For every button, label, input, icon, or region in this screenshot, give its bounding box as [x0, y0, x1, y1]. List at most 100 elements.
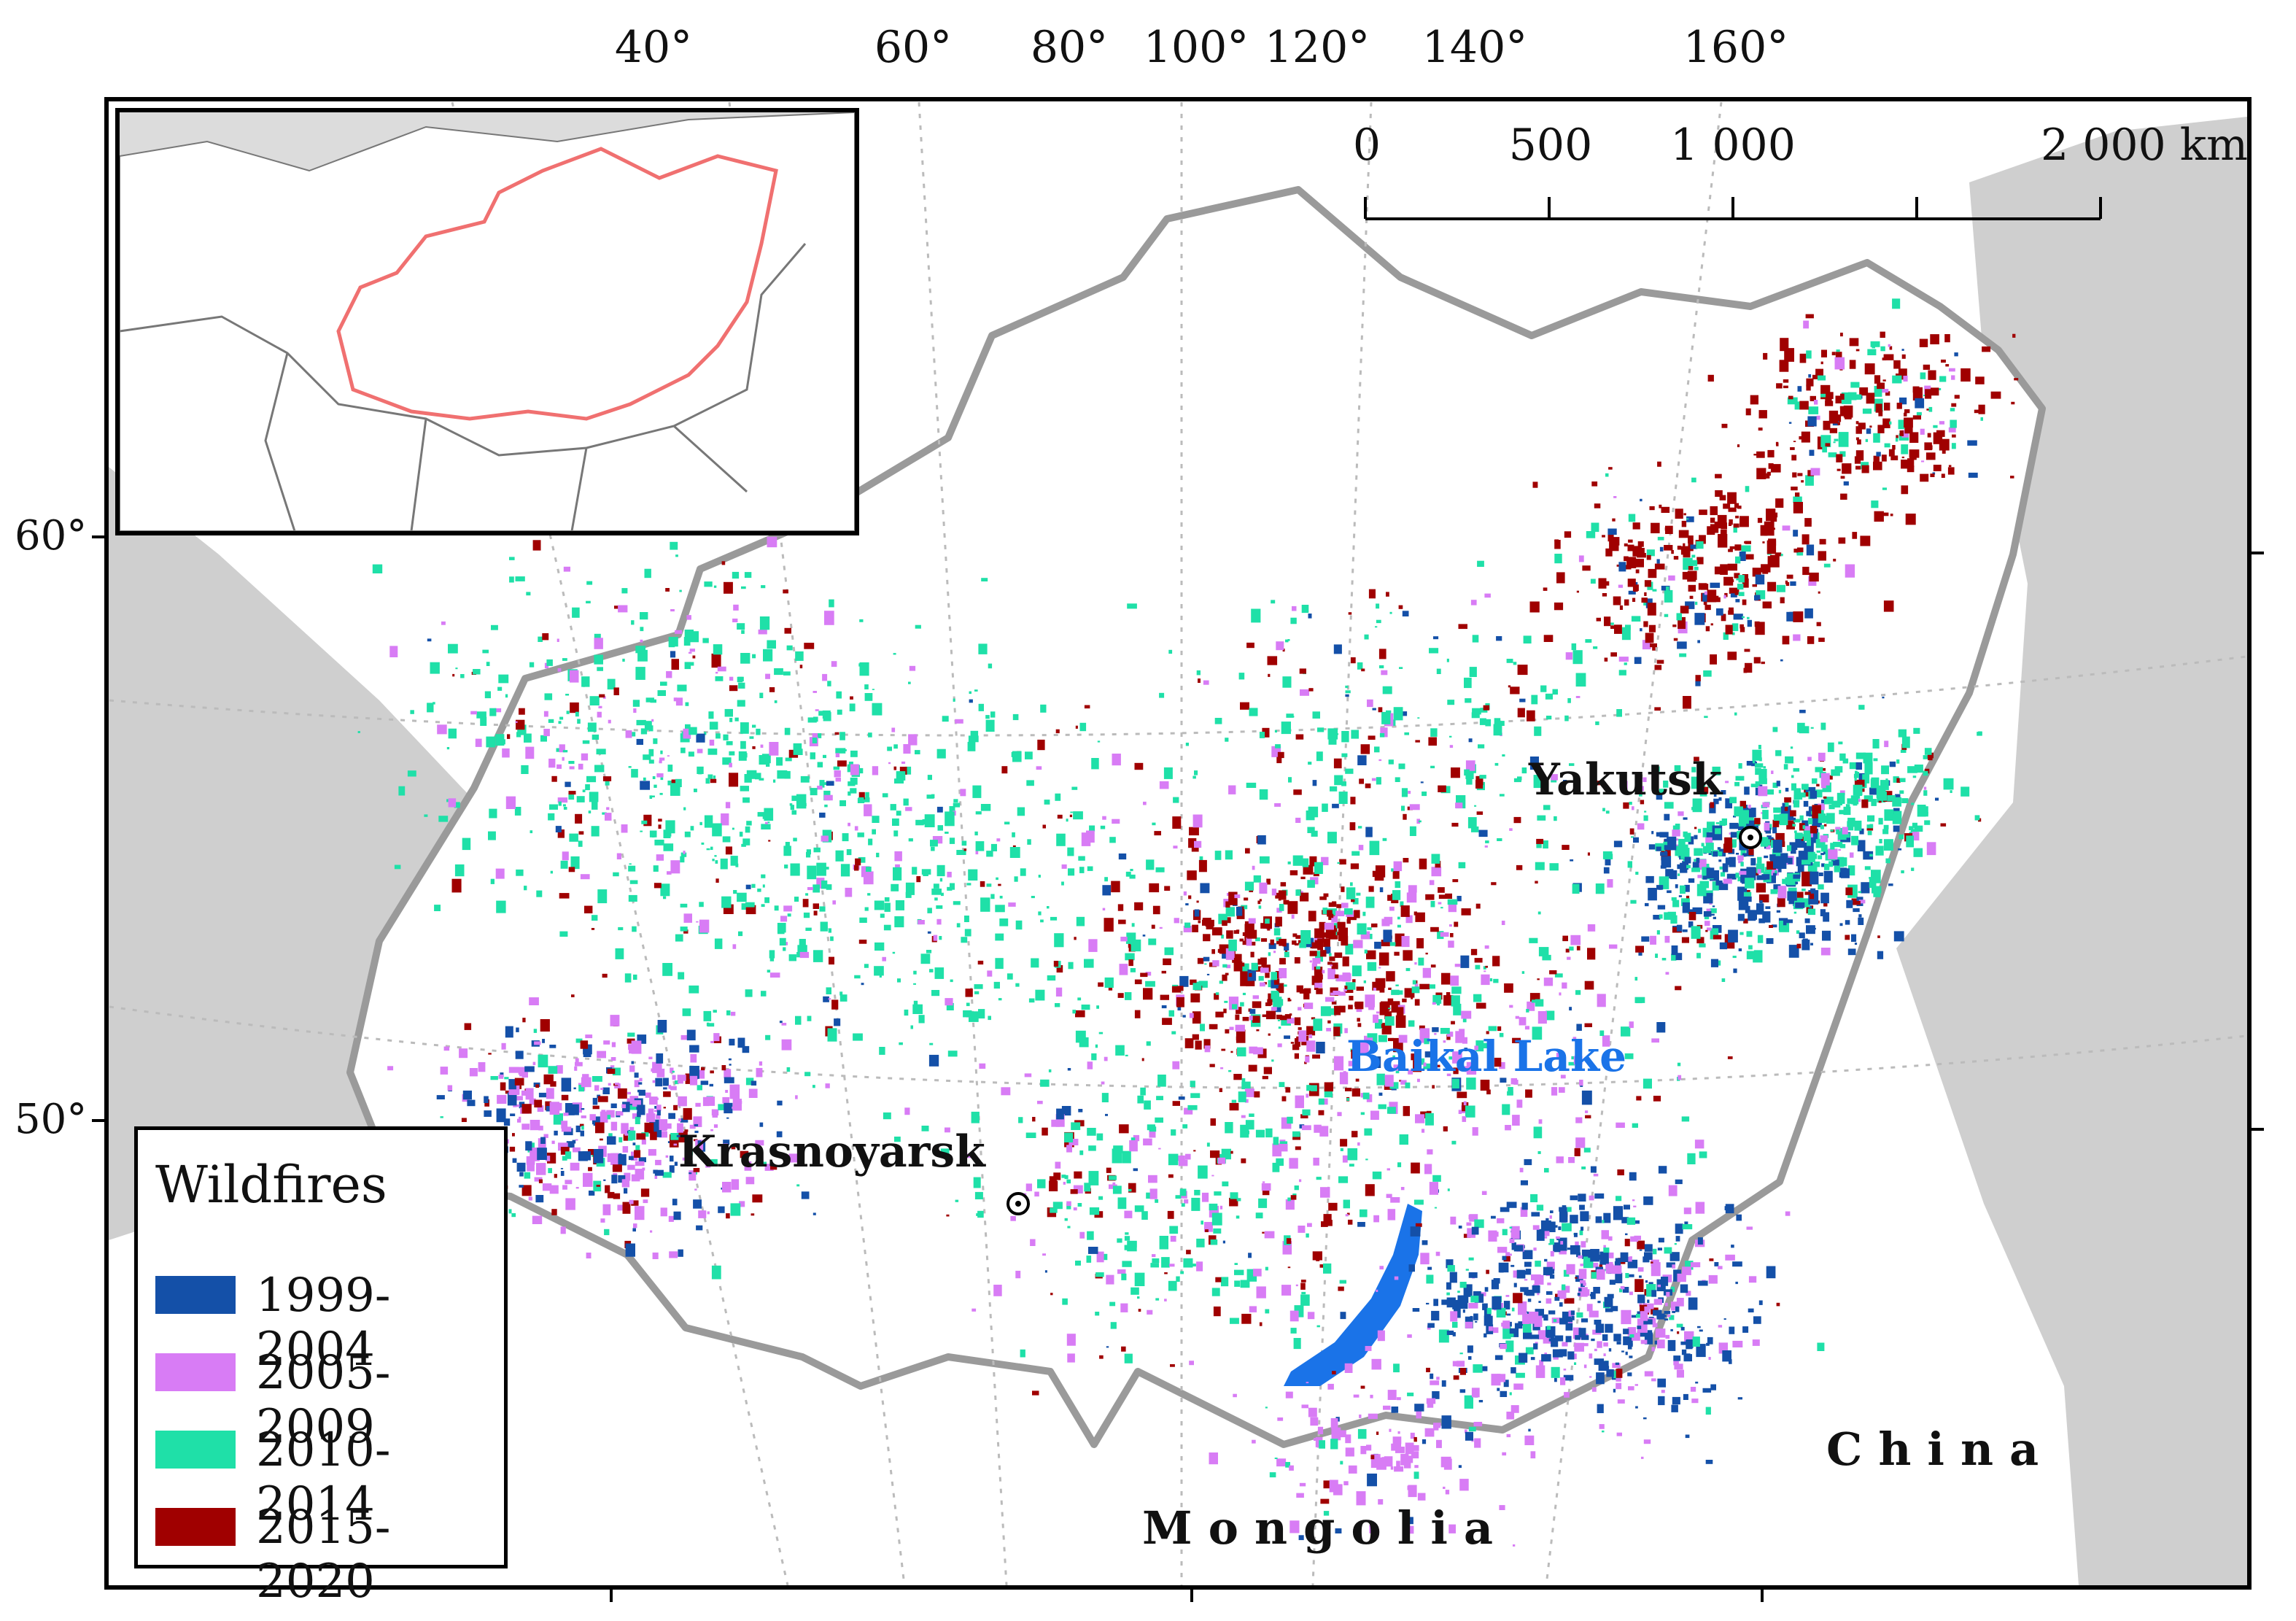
wildfire-patch	[1168, 649, 1173, 654]
wildfire-patch	[1143, 801, 1147, 805]
wildfire-patch	[1464, 1066, 1472, 1072]
wildfire-patch	[1461, 908, 1471, 916]
wildfire-patch	[955, 719, 963, 724]
wildfire-patch	[1497, 1247, 1508, 1253]
wildfire-patch	[1193, 1150, 1196, 1152]
wildfire-patch	[697, 748, 703, 754]
wildfire-patch	[1745, 554, 1754, 560]
wildfire-patch	[437, 724, 447, 735]
wildfire-patch	[1930, 334, 1939, 344]
wildfire-patch	[1475, 1002, 1486, 1009]
wildfire-patch	[1289, 870, 1298, 875]
wildfire-patch	[1581, 1318, 1589, 1323]
wildfire-patch	[854, 865, 859, 871]
wildfire-patch	[1234, 1269, 1244, 1275]
wildfire-patch	[1843, 481, 1849, 486]
wildfire-patch	[1719, 866, 1725, 870]
wildfire-patch	[1744, 541, 1747, 544]
wildfire-patch	[817, 786, 823, 790]
wildfire-patch	[1484, 593, 1491, 598]
wildfire-patch	[1392, 890, 1401, 900]
wildfire-patch	[777, 770, 788, 779]
wildfire-patch	[589, 1191, 595, 1196]
wildfire-patch	[542, 1039, 545, 1043]
wildfire-patch	[1368, 1005, 1375, 1010]
wildfire-patch	[1344, 908, 1353, 915]
wildfire-patch	[1722, 863, 1729, 867]
wildfire-patch	[1374, 941, 1381, 949]
wildfire-patch	[433, 702, 435, 705]
wildfire-patch	[1509, 1238, 1515, 1243]
wildfire-patch	[1106, 1274, 1114, 1285]
wildfire-patch	[1680, 848, 1686, 854]
wildfire-patch	[1665, 869, 1674, 879]
wildfire-patch	[1343, 1071, 1346, 1073]
wildfire-patch	[1707, 821, 1715, 832]
wildfire-patch	[1904, 417, 1913, 428]
wildfire-patch	[1433, 1423, 1441, 1428]
wildfire-patch	[1675, 986, 1682, 991]
wildfire-patch	[1426, 1032, 1430, 1037]
wildfire-patch	[1710, 582, 1721, 588]
wildfire-patch	[1244, 1088, 1254, 1097]
wildfire-patch	[1729, 822, 1739, 829]
wildfire-patch	[1050, 916, 1058, 921]
wildfire-patch	[1570, 1195, 1578, 1201]
wildfire-patch	[1175, 1195, 1182, 1199]
wildfire-patch	[1432, 994, 1442, 1004]
wildfire-patch	[1591, 522, 1599, 533]
wildfire-patch	[1446, 1330, 1454, 1335]
wildfire-patch	[995, 958, 1004, 970]
wildfire-patch	[1591, 781, 1600, 786]
wildfire-patch	[1375, 978, 1386, 989]
wildfire-patch	[576, 796, 585, 802]
wildfire-patch	[448, 798, 457, 808]
wildfire-patch	[1912, 775, 1917, 778]
wildfire-patch	[1790, 810, 1796, 817]
wildfire-patch	[1189, 1013, 1194, 1018]
wildfire-patch	[469, 1068, 478, 1077]
wildfire-patch	[1717, 847, 1721, 850]
wildfire-patch	[1411, 1162, 1420, 1174]
wildfire-patch	[1448, 900, 1457, 913]
wildfire-patch	[1364, 634, 1369, 640]
wildfire-patch	[810, 788, 818, 796]
wildfire-patch	[1659, 546, 1664, 552]
wildfire-patch	[1885, 778, 1888, 781]
wildfire-patch	[672, 1075, 676, 1080]
wildfire-patch	[1465, 1269, 1469, 1271]
wildfire-patch	[1339, 1072, 1349, 1085]
wildfire-patch	[1874, 386, 1882, 397]
wildfire-patch	[1850, 852, 1854, 858]
wildfire-patch	[615, 948, 624, 959]
wildfire-patch	[1710, 506, 1718, 516]
wildfire-patch	[651, 719, 654, 722]
wildfire-patch	[588, 810, 592, 813]
wildfire-patch	[1519, 1353, 1528, 1363]
wildfire-patch	[1770, 464, 1781, 473]
wildfire-patch	[1813, 927, 1816, 930]
wildfire-patch	[1565, 652, 1572, 660]
wildfire-patch	[930, 840, 938, 847]
wildfire-patch	[1091, 1053, 1097, 1061]
wildfire-patch	[1088, 1247, 1098, 1254]
wildfire-patch	[1290, 617, 1297, 624]
wildfire-patch	[1520, 1287, 1529, 1292]
wildfire-patch	[1624, 543, 1628, 546]
wildfire-patch	[757, 812, 765, 817]
wildfire-patch	[698, 1210, 707, 1218]
wildfire-patch	[1628, 1386, 1634, 1390]
wildfire-patch	[683, 1107, 692, 1120]
wildfire-patch	[1652, 646, 1656, 651]
wildfire-patch	[1951, 375, 1955, 380]
wildfire-patch	[1797, 792, 1806, 798]
wildfire-patch	[1575, 1241, 1579, 1246]
wildfire-patch	[786, 1067, 791, 1072]
wildfire-patch	[535, 1084, 540, 1088]
wildfire-patch	[1261, 963, 1267, 967]
wildfire-patch	[1254, 1091, 1260, 1098]
wildfire-patch	[1784, 348, 1794, 362]
wildfire-patch	[785, 942, 788, 945]
wildfire-patch	[1788, 395, 1793, 400]
wildfire-patch	[1715, 880, 1723, 886]
